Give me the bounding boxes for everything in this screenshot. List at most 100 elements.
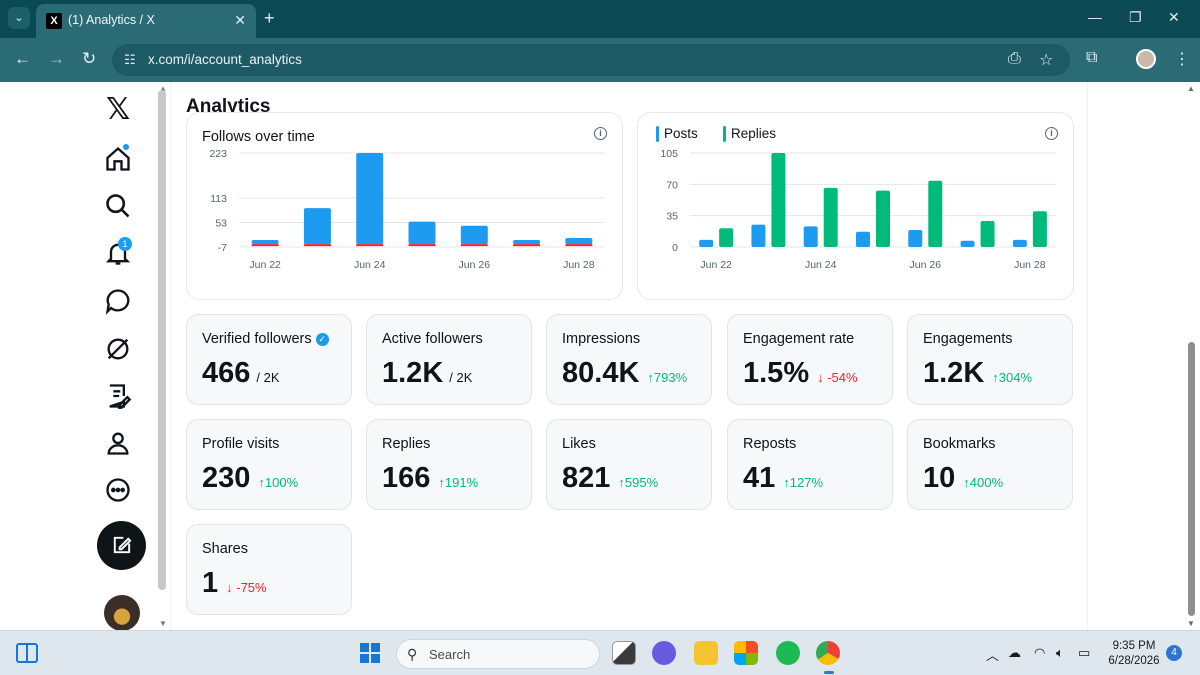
restore-icon[interactable]: ❐ <box>1129 9 1142 25</box>
x-logo-icon[interactable]: 𝕏 <box>106 93 131 126</box>
stat-card[interactable]: Engagement rate 1.5% ↓ -54% <box>727 314 893 405</box>
sidebar-scroll-up-icon[interactable]: ▲ <box>159 84 167 93</box>
bar-replies[interactable] <box>980 221 995 247</box>
bar-follows[interactable] <box>408 221 436 245</box>
stat-label-text: Replies <box>382 436 431 452</box>
page-title: Analytics <box>186 96 271 117</box>
chrome-icon[interactable] <box>816 641 840 674</box>
volume-muted-icon[interactable]: 🔈︎ <box>1056 645 1064 660</box>
minimize-icon[interactable]: — <box>1088 9 1102 25</box>
stat-card[interactable]: Reposts 41 ↑127% <box>727 419 893 510</box>
search-icon[interactable] <box>104 192 132 220</box>
lists-icon[interactable] <box>104 382 132 410</box>
stat-card[interactable]: Shares 1 ↓ -75% <box>186 524 352 615</box>
sidebar-scrollbar[interactable] <box>158 90 166 590</box>
bar-posts[interactable] <box>856 231 870 247</box>
taskbar-search[interactable]: ⚲ Search <box>396 639 600 669</box>
scroll-up-icon[interactable]: ▲ <box>1187 84 1195 93</box>
compose-post-button[interactable] <box>97 521 146 570</box>
tab-search-icon[interactable]: ⌄ <box>8 7 30 29</box>
bar-follows[interactable] <box>565 238 593 245</box>
stat-card[interactable]: Likes 821 ↑595% <box>546 419 712 510</box>
scrollbar-thumb[interactable] <box>1188 342 1195 616</box>
stat-value: 230 <box>202 462 251 494</box>
address-bar[interactable]: ☷ x.com/i/account_analytics ⎙ ☆ <box>112 44 1070 76</box>
scroll-down-icon[interactable]: ▼ <box>1187 619 1195 628</box>
stat-card[interactable]: Engagements 1.2K ↑304% <box>907 314 1073 405</box>
bar-replies[interactable] <box>719 228 734 247</box>
stat-value: 1.5% <box>743 357 810 389</box>
messages-icon[interactable] <box>104 287 132 315</box>
task-view-icon[interactable] <box>612 641 636 665</box>
bar-posts[interactable] <box>751 224 766 247</box>
menu-icon[interactable]: ⋮ <box>1174 51 1190 68</box>
bar-replies[interactable] <box>771 153 786 247</box>
x-sidebar: 𝕏 1 ▲ ▼ <box>0 82 167 630</box>
forward-icon[interactable]: → <box>48 49 65 68</box>
wifi-icon[interactable]: ◠ <box>1034 645 1046 660</box>
profile-avatar-icon[interactable] <box>1136 49 1156 69</box>
file-explorer-icon[interactable] <box>694 641 718 665</box>
bookmark-star-icon[interactable]: ☆ <box>1039 52 1054 69</box>
clock[interactable]: 9:35 PM 6/28/2026 <box>1106 639 1162 669</box>
bar-unfollows[interactable] <box>251 244 279 247</box>
info-icon[interactable]: i <box>594 127 607 140</box>
stat-card[interactable]: Impressions 80.4K ↑793% <box>546 314 712 405</box>
show-hidden-icons[interactable]: ︿ <box>986 648 1000 663</box>
more-icon[interactable] <box>104 476 132 504</box>
onedrive-icon[interactable]: ☁ <box>1008 645 1021 660</box>
bar-replies[interactable] <box>876 190 890 247</box>
stat-card[interactable]: Replies 166 ↑191% <box>366 419 532 510</box>
tab-close-icon[interactable]: ✕ <box>234 12 246 28</box>
spotify-icon[interactable] <box>776 641 800 665</box>
bar-replies[interactable] <box>1032 211 1047 247</box>
new-tab-icon[interactable]: + <box>264 8 275 28</box>
stat-card[interactable]: Active followers 1.2K / 2K <box>366 314 532 405</box>
bar-replies[interactable] <box>928 180 943 247</box>
sidebar-scroll-down-icon[interactable]: ▼ <box>159 619 167 628</box>
bar-unfollows[interactable] <box>460 244 488 247</box>
bar-unfollows[interactable] <box>303 244 331 247</box>
install-app-icon[interactable]: ⎙ <box>1008 50 1021 67</box>
bar-posts[interactable] <box>699 239 714 247</box>
bar-follows[interactable] <box>356 153 384 245</box>
bar-posts[interactable] <box>908 229 923 247</box>
microsoft-store-icon[interactable] <box>734 641 758 665</box>
start-icon[interactable] <box>360 643 380 663</box>
grok-icon[interactable] <box>104 335 132 363</box>
battery-icon[interactable]: ▭ <box>1078 645 1091 660</box>
page-scrollbar[interactable]: ▲ ▼ <box>1186 82 1196 630</box>
bar-follows[interactable] <box>460 225 488 245</box>
y-tick-label: 35 <box>666 211 678 223</box>
stat-card[interactable]: Bookmarks 10 ↑400% <box>907 419 1073 510</box>
stat-card[interactable]: Verified followers ✓ 466 / 2K <box>186 314 352 405</box>
profile-icon[interactable] <box>104 429 132 457</box>
stat-card[interactable]: Profile visits 230 ↑100% <box>186 419 352 510</box>
bar-replies[interactable] <box>823 187 838 247</box>
bar-unfollows[interactable] <box>565 244 593 247</box>
stat-value-row: 466 / 2K <box>202 357 280 390</box>
info-icon[interactable]: i <box>1045 127 1058 140</box>
bar-follows[interactable] <box>251 240 279 245</box>
back-icon[interactable]: ← <box>14 49 31 68</box>
bar-follows[interactable] <box>513 240 541 245</box>
bar-follows[interactable] <box>303 208 331 245</box>
analytics-main: Analytics Follows over time i 223 113 53 -7… <box>170 82 1088 630</box>
widgets-icon[interactable] <box>16 643 38 663</box>
home-icon[interactable] <box>104 145 132 173</box>
bar-posts[interactable] <box>803 226 818 247</box>
bar-unfollows[interactable] <box>356 244 384 247</box>
bar-unfollows[interactable] <box>408 244 436 247</box>
bar-posts[interactable] <box>1012 239 1027 247</box>
chat-app-icon[interactable] <box>652 641 676 665</box>
browser-tab[interactable]: X (1) Analytics / X ✕ <box>36 4 256 38</box>
extensions-icon[interactable]: ⧉ <box>1086 49 1098 66</box>
notification-count-badge[interactable]: 4 <box>1166 645 1182 661</box>
stat-change: ↑191% <box>438 475 479 490</box>
close-window-icon[interactable]: ✕ <box>1168 9 1180 25</box>
bar-posts[interactable] <box>960 240 975 247</box>
bar-unfollows[interactable] <box>513 244 541 247</box>
site-settings-icon[interactable]: ☷ <box>124 52 136 67</box>
reload-icon[interactable]: ↻ <box>82 49 97 68</box>
account-avatar[interactable] <box>104 595 140 630</box>
